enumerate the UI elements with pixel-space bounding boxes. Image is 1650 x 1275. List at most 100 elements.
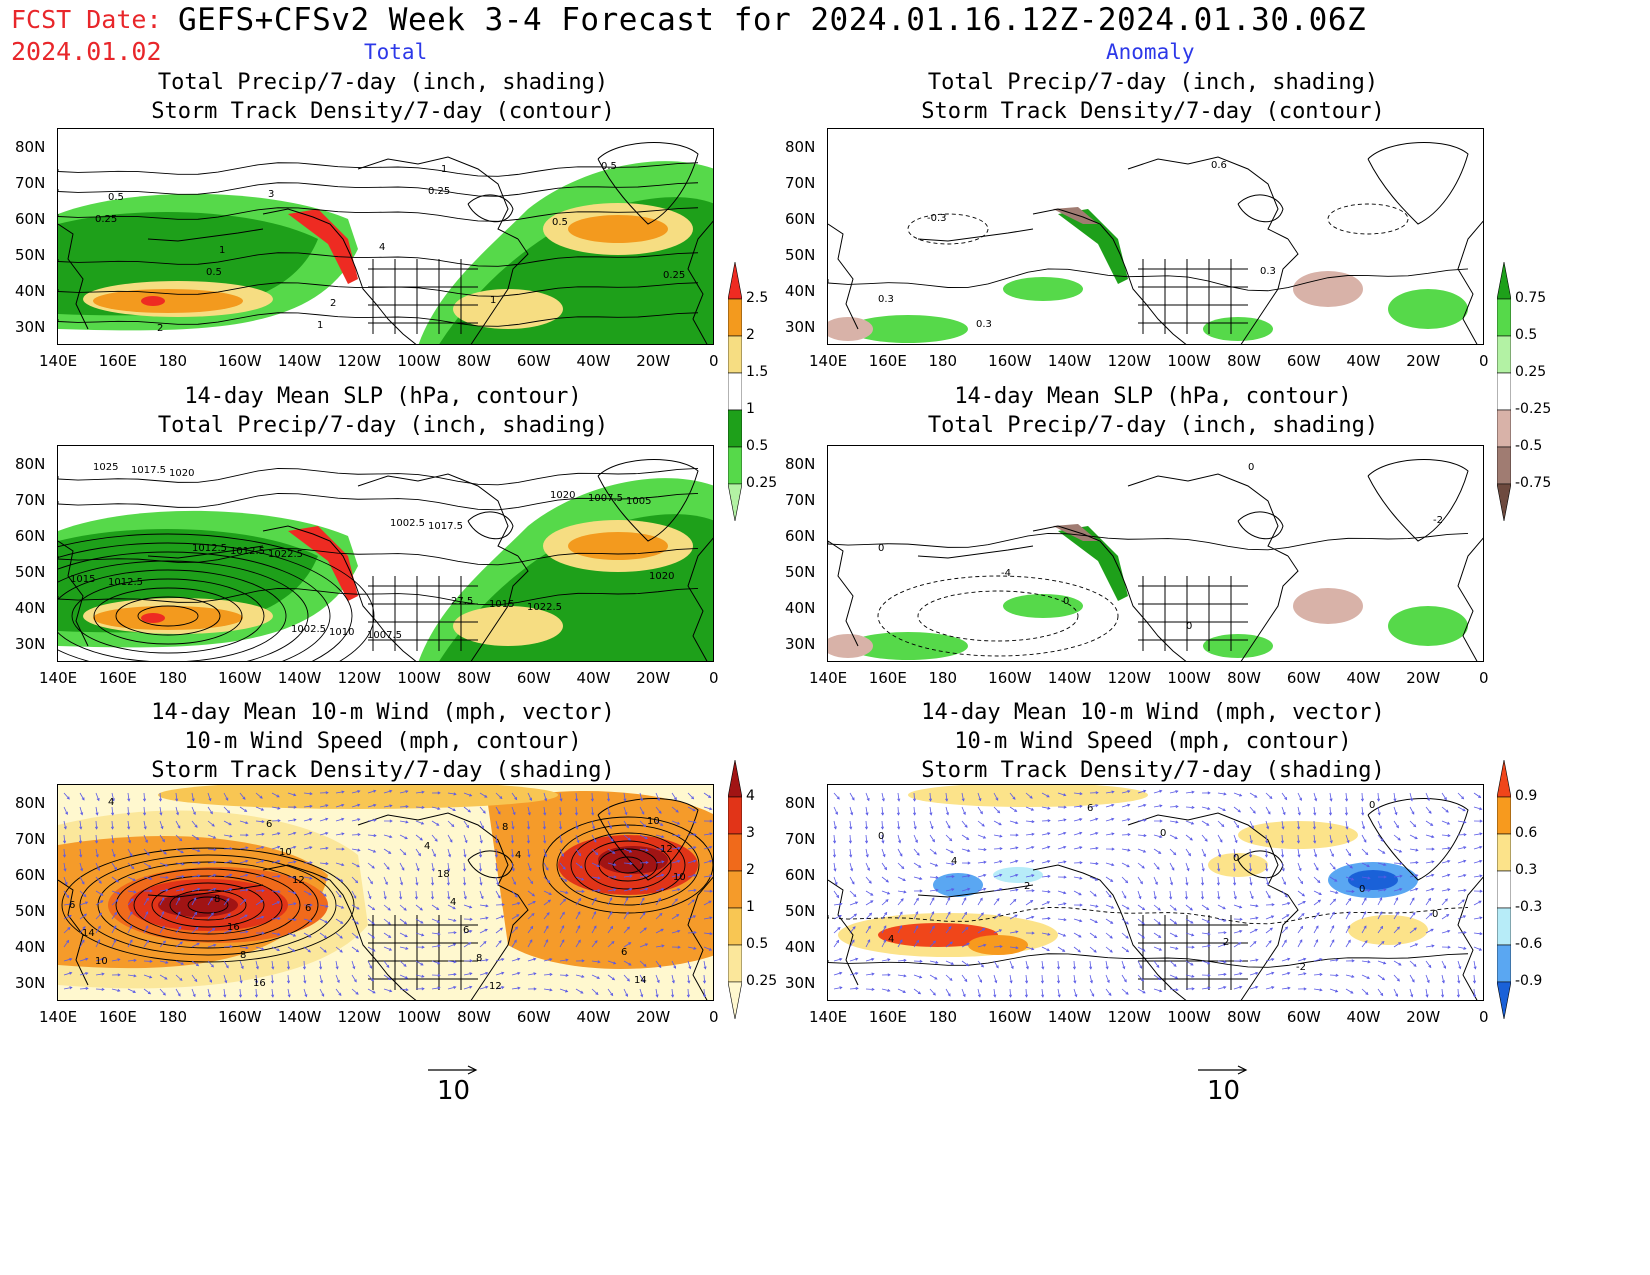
slp-anom-contour	[877, 575, 1119, 657]
contour-label: 2	[330, 298, 336, 309]
contour-label: 0	[1186, 621, 1192, 632]
contour-label: 1020	[550, 490, 575, 501]
contour-label: 0	[878, 831, 884, 842]
contour-label: 6	[463, 925, 469, 936]
contour-label: 0	[1359, 884, 1365, 895]
colorbar-segment	[727, 981, 743, 1020]
colorbar-segment	[1496, 759, 1512, 798]
lat-tick-label: 80N	[15, 138, 46, 156]
lat-tick-label: 50N	[15, 902, 46, 920]
colorbar-segment	[1496, 446, 1512, 485]
lat-tick-label: 40N	[15, 599, 46, 617]
contour-label: 6	[621, 947, 627, 958]
lon-tick-label: 80W	[1227, 1008, 1261, 1026]
contour-label: 1010	[329, 627, 354, 638]
contour-label: 1020	[649, 571, 674, 582]
contour-label: 12	[489, 981, 502, 992]
colorbar-segment	[727, 759, 743, 798]
lat-tick-label: 30N	[785, 318, 816, 336]
colorbar-label: 2	[746, 327, 755, 343]
colorbar-segment	[727, 907, 743, 946]
contour-label: 0.5	[601, 161, 617, 172]
storm-anom-contour	[1327, 203, 1409, 235]
contour-label: 1022.5	[268, 549, 303, 560]
colorbar-segment	[1496, 796, 1512, 835]
contour-label: 1012.5	[230, 546, 265, 557]
lon-tick-label: 120W	[1107, 669, 1152, 687]
map-canvas: 0 0 2 6 4 0 -2 0 2 4 0 0	[828, 785, 1483, 1000]
panel-title-total-precip: Total Precip/7-day (inch, shading) Storm …	[151, 70, 615, 124]
lon-tick-label: 160W	[988, 1008, 1032, 1026]
contour-label: 1002.5	[291, 624, 326, 635]
precip-atlantic-yellow-2	[453, 289, 563, 329]
contour-label: 1002.5	[390, 518, 425, 529]
colorbar-segment	[1496, 298, 1512, 337]
contour-label: 8	[240, 950, 246, 961]
storm-arctic	[158, 785, 558, 809]
storm-track-contour	[58, 282, 699, 297]
colorbar-label: 0.25	[1515, 364, 1547, 380]
anom-coast-green	[1058, 526, 1128, 601]
slp-isobar-line	[58, 588, 699, 606]
lat-tick-label: 70N	[785, 830, 816, 848]
lon-tick-label: 40W	[576, 352, 611, 370]
lat-tick-label: 60N	[15, 866, 46, 884]
lon-tick-label: 20W	[1406, 669, 1441, 687]
panel-title-anom-precip: Total Precip/7-day (inch, shading) Storm …	[921, 70, 1385, 124]
slp-isobar	[58, 569, 287, 661]
colorbar-swatches	[1496, 261, 1512, 522]
lon-tick-label: 80W	[1227, 669, 1261, 687]
contour-label: 0.3	[878, 294, 894, 305]
wind-speed-contour	[115, 868, 301, 942]
anom-precip-green-2	[1003, 277, 1083, 301]
colorbar-label: -0.25	[1515, 401, 1552, 417]
lat-tick-label: 60N	[15, 210, 46, 228]
contour-label: 14	[634, 975, 647, 986]
contour-label: 0.25	[428, 186, 450, 197]
storm-track-contour	[58, 252, 699, 267]
lat-tick-label: 40N	[785, 599, 816, 617]
lon-tick-label: 0	[1479, 669, 1489, 687]
contour-label: 4	[108, 797, 114, 808]
lon-tick-label: 140W	[1047, 352, 1092, 370]
contour-label: 0.25	[663, 270, 685, 281]
lon-tick-label: 160E	[868, 1008, 907, 1026]
lat-tick-label: 80N	[785, 138, 816, 156]
lon-tick-label: 180	[158, 352, 188, 370]
lon-tick-label: 60W	[1286, 352, 1321, 370]
anom-precip-brown	[1293, 271, 1363, 307]
anom-precip-green-4	[1203, 634, 1273, 658]
colorbar-segment	[727, 483, 743, 522]
lon-tick-label: 160W	[218, 1008, 262, 1026]
precip-shade-red	[141, 296, 165, 306]
contour-label: 0	[1432, 909, 1438, 920]
contour-label: 3	[268, 189, 274, 200]
lon-tick-label: 20W	[1406, 1008, 1441, 1026]
lat-tick-label: 50N	[785, 902, 816, 920]
lat-tick-label: 80N	[785, 455, 816, 473]
wind-speed-contour	[169, 889, 247, 921]
wind-anom-contour	[828, 907, 1469, 925]
lat-tick-label: 50N	[785, 246, 816, 264]
lon-tick-label: 40W	[576, 669, 611, 687]
colorbar-precip-anomaly: 0.75 0.5 0.25 -0.25 -0.5 -0.75	[1496, 261, 1551, 531]
contour-label: 0.5	[552, 217, 568, 228]
coastline	[58, 142, 713, 344]
lon-tick-label: 100W	[1167, 352, 1211, 370]
lon-tick-label: 0	[1479, 352, 1489, 370]
contour-label: -0.3	[927, 213, 947, 224]
contour-label: 4	[450, 897, 456, 908]
vector-reference-label-right: 10	[1207, 1076, 1241, 1106]
wind-speed-contour	[584, 840, 672, 890]
lat-tick-label: 70N	[785, 174, 816, 192]
colorbar-segment	[1496, 335, 1512, 374]
lon-tick-label: 40W	[1346, 1008, 1381, 1026]
contour-label: 0	[878, 543, 884, 554]
panel-title-total-slp: 14-day Mean SLP (hPa, contour) Total Prec…	[157, 384, 609, 438]
wind-speed-contour	[598, 848, 658, 882]
lat-tick-label: 60N	[785, 866, 816, 884]
colorbar-segment	[1496, 981, 1512, 1020]
lat-tick-label: 60N	[785, 210, 816, 228]
contour-label: 10	[647, 816, 660, 827]
wind-vectors	[832, 789, 1483, 998]
